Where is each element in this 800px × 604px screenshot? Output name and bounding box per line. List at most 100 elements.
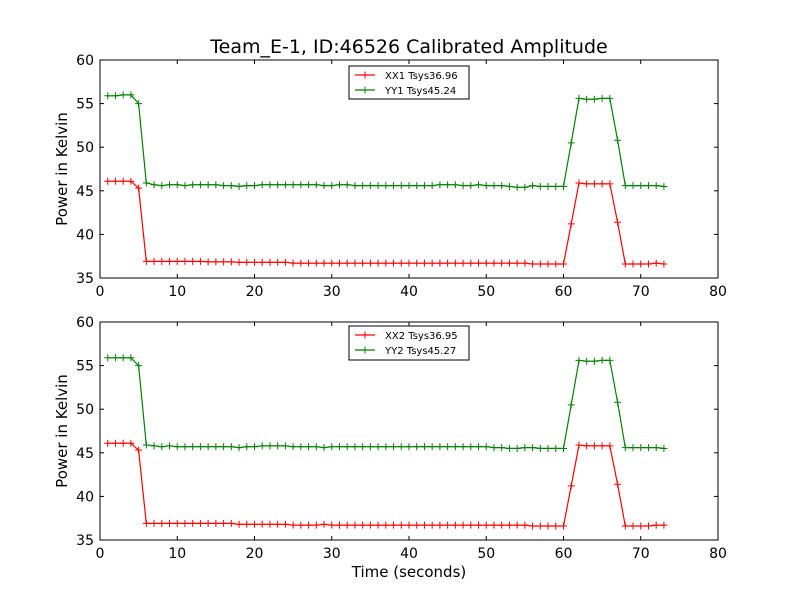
data-point: [181, 182, 189, 190]
data-point: [521, 259, 529, 267]
data-point: [266, 520, 274, 528]
data-point: [560, 444, 567, 452]
x-tick-label: 10: [168, 284, 186, 300]
data-point: [420, 259, 428, 267]
data-point: [598, 356, 606, 364]
data-point: [297, 259, 305, 267]
data-point: [490, 259, 498, 267]
data-point: [644, 182, 652, 190]
data-point: [590, 95, 598, 103]
data-point: [382, 182, 390, 190]
data-point: [459, 259, 467, 267]
x-tick-label: 60: [555, 284, 573, 300]
data-point: [305, 181, 313, 189]
data-point: [104, 439, 112, 447]
data-point: [127, 177, 135, 185]
data-point: [529, 522, 537, 530]
data-point: [498, 521, 506, 529]
data-point: [173, 443, 181, 451]
data-point: [320, 520, 328, 528]
x-axis-label: Time (seconds): [351, 563, 467, 581]
data-point: [335, 181, 343, 189]
data-point: [289, 521, 297, 529]
data-point: [420, 182, 428, 190]
data-point: [444, 443, 452, 451]
data-point: [212, 258, 220, 266]
data-point: [243, 520, 251, 528]
data-point: [320, 259, 328, 267]
data-point: [451, 521, 459, 529]
series-xx2: [104, 439, 668, 530]
data-point: [366, 521, 374, 529]
data-point: [135, 362, 143, 370]
data-point: [420, 521, 428, 529]
data-point: [328, 182, 336, 190]
data-point: [405, 259, 413, 267]
data-point: [305, 521, 313, 529]
data-point: [312, 259, 320, 267]
data-point: [428, 521, 436, 529]
data-point: [227, 182, 235, 190]
data-point: [575, 94, 583, 102]
data-point: [590, 442, 598, 450]
data-point: [529, 182, 537, 190]
data-point: [552, 260, 560, 268]
data-point: [220, 258, 228, 266]
data-point: [111, 92, 119, 100]
data-point: [166, 519, 174, 527]
data-point: [420, 443, 428, 451]
data-point: [289, 443, 297, 451]
data-point: [521, 444, 529, 452]
data-point: [598, 94, 606, 102]
data-point: [513, 521, 521, 529]
data-point: [281, 442, 289, 450]
data-point: [196, 443, 204, 451]
data-point: [529, 260, 537, 268]
data-point: [505, 444, 513, 452]
data-point: [498, 444, 506, 452]
y-tick-label: 55: [76, 97, 94, 113]
legend-label: XX2 Tsys36.95: [385, 331, 458, 342]
chart-title: Team_E-1, ID:46526 Calibrated Amplitude: [209, 36, 607, 58]
data-point: [158, 519, 166, 527]
data-point: [621, 444, 629, 452]
data-point: [405, 443, 413, 451]
x-tick-label: 80: [709, 284, 727, 300]
legend-label: XX1 Tsys36.96: [385, 71, 458, 82]
data-point: [150, 181, 158, 189]
data-point: [405, 182, 413, 190]
data-point: [359, 521, 367, 529]
data-point: [583, 180, 591, 188]
series-yy2: [104, 354, 668, 452]
data-point: [544, 444, 552, 452]
data-point: [621, 182, 629, 190]
data-point: [204, 258, 212, 266]
data-point: [567, 139, 575, 147]
data-point: [482, 443, 490, 451]
data-point: [196, 257, 204, 265]
y-tick-label: 35: [76, 533, 94, 549]
data-point: [351, 521, 359, 529]
data-point: [158, 443, 166, 451]
x-tick-label: 50: [477, 284, 495, 300]
y-tick-label: 45: [76, 184, 94, 200]
x-tick-label: 60: [555, 546, 573, 562]
data-point: [220, 443, 228, 451]
legend-label: YY2 Tsys45.27: [384, 346, 456, 357]
data-point: [328, 521, 336, 529]
data-point: [142, 257, 150, 265]
data-point: [652, 521, 660, 529]
data-point: [405, 521, 413, 529]
data-point: [614, 136, 622, 144]
data-point: [343, 259, 351, 267]
data-point: [397, 259, 405, 267]
data-point: [251, 443, 258, 451]
data-point: [351, 259, 359, 267]
data-point: [235, 182, 243, 190]
data-point: [266, 442, 274, 450]
x-tick-label: 10: [168, 546, 186, 562]
legend-marker: [361, 86, 369, 94]
data-point: [436, 259, 444, 267]
legend-frame: [348, 65, 470, 100]
data-point: [475, 259, 483, 267]
